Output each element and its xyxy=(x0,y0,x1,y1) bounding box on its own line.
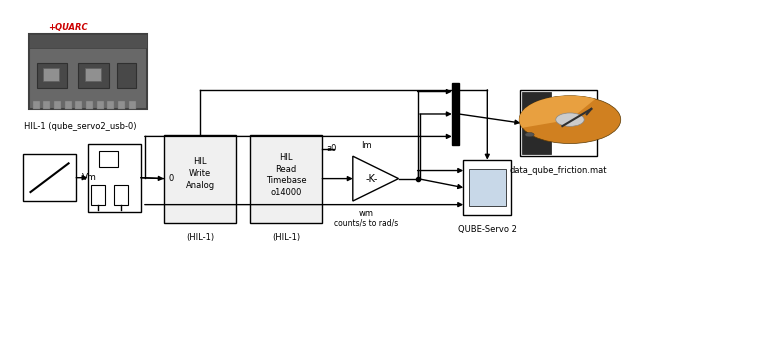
Bar xyxy=(114,185,128,205)
Text: data_qube_friction.mat: data_qube_friction.mat xyxy=(510,166,607,175)
Bar xyxy=(29,34,147,48)
Bar xyxy=(29,34,147,109)
Bar xyxy=(86,101,93,109)
Bar xyxy=(88,144,141,212)
Text: HIL
Write
Analog: HIL Write Analog xyxy=(185,157,215,190)
Text: HIL
Read
Timebase
o14000: HIL Read Timebase o14000 xyxy=(266,153,306,197)
Text: 0: 0 xyxy=(168,174,174,183)
Bar xyxy=(54,101,61,109)
Bar xyxy=(107,101,114,109)
Text: Q: Q xyxy=(261,151,312,206)
Text: Im: Im xyxy=(361,141,372,150)
Text: QUBE-Servo 2: QUBE-Servo 2 xyxy=(458,225,517,234)
Bar xyxy=(37,63,67,88)
Bar xyxy=(469,169,506,206)
Text: -K-: -K- xyxy=(366,174,378,183)
Text: counts/s to rad/s: counts/s to rad/s xyxy=(335,218,399,227)
Bar xyxy=(85,68,101,81)
Bar xyxy=(97,101,104,109)
Bar xyxy=(452,83,459,145)
Circle shape xyxy=(519,96,621,144)
Text: (HIL-1): (HIL-1) xyxy=(272,233,300,242)
Bar xyxy=(33,101,40,109)
Bar xyxy=(520,90,597,156)
Bar xyxy=(463,160,511,215)
Bar xyxy=(91,185,105,205)
Circle shape xyxy=(525,132,534,137)
Bar xyxy=(78,63,109,88)
Polygon shape xyxy=(353,156,399,201)
Bar xyxy=(43,101,50,109)
Bar xyxy=(250,135,322,223)
Bar xyxy=(43,68,59,81)
Circle shape xyxy=(555,113,584,126)
Circle shape xyxy=(525,111,534,115)
Text: Q: Q xyxy=(174,151,226,206)
Text: HIL-1 (qube_servo2_usb-0): HIL-1 (qube_servo2_usb-0) xyxy=(24,122,136,131)
Bar xyxy=(117,63,136,88)
Bar xyxy=(129,101,136,109)
Bar xyxy=(164,135,236,223)
Bar xyxy=(118,101,125,109)
Bar xyxy=(75,101,82,109)
Bar xyxy=(522,92,551,154)
Bar xyxy=(65,101,72,109)
Text: wm: wm xyxy=(359,209,374,218)
Bar xyxy=(99,151,118,167)
Bar xyxy=(23,154,76,201)
Wedge shape xyxy=(519,96,595,128)
Text: a0: a0 xyxy=(327,144,338,154)
Text: Vm: Vm xyxy=(82,173,97,182)
Text: +QUARC: +QUARC xyxy=(48,23,88,32)
Text: (HIL-1): (HIL-1) xyxy=(186,233,214,242)
